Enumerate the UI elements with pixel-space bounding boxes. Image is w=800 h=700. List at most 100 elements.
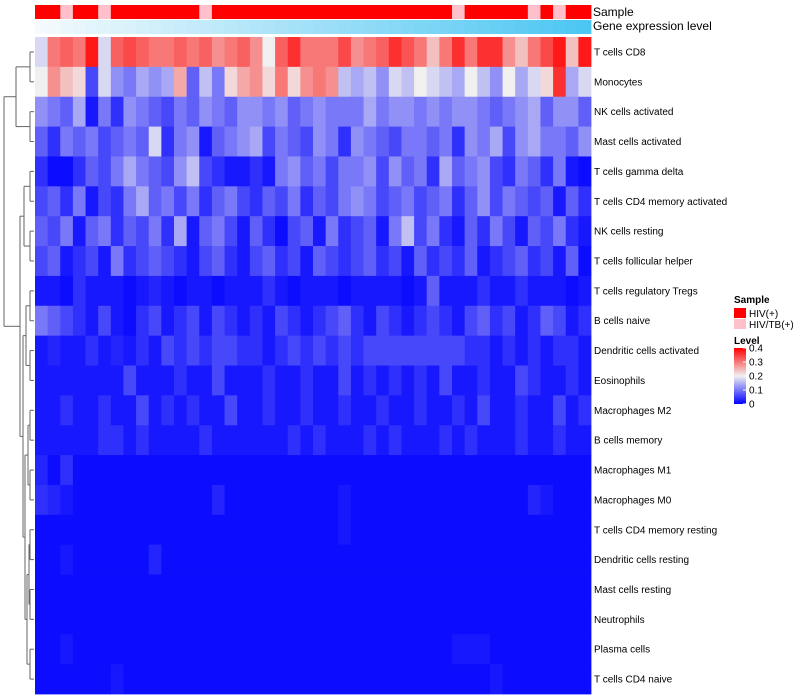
heatmap-cell bbox=[47, 156, 61, 187]
heatmap-cell bbox=[110, 365, 124, 396]
heatmap-cell bbox=[401, 634, 415, 665]
sample-annotation-cell bbox=[464, 5, 478, 19]
expression-annotation-cell bbox=[148, 20, 162, 34]
heatmap-cell bbox=[540, 604, 554, 635]
heatmap-cell bbox=[313, 425, 327, 456]
heatmap-cell bbox=[237, 395, 251, 426]
heatmap-cell bbox=[477, 186, 491, 217]
heatmap-cell bbox=[363, 335, 377, 366]
heatmap-cell bbox=[47, 37, 61, 68]
heatmap-cell bbox=[426, 66, 440, 98]
heatmap-cell bbox=[578, 275, 592, 307]
heatmap-cell bbox=[123, 604, 137, 635]
sample-annotation-cell bbox=[388, 5, 402, 19]
heatmap-cell bbox=[148, 305, 162, 337]
heatmap-cell bbox=[350, 425, 364, 456]
heatmap-cell bbox=[439, 514, 453, 546]
heatmap-cell bbox=[325, 96, 339, 127]
heatmap-cell bbox=[325, 126, 339, 157]
heatmap-cell bbox=[553, 484, 567, 516]
heatmap-cell bbox=[161, 395, 175, 426]
heatmap-cell bbox=[426, 37, 440, 68]
heatmap-cell bbox=[275, 365, 289, 396]
heatmap-cell bbox=[527, 664, 541, 695]
heatmap-cell bbox=[325, 634, 339, 665]
heatmap-cell bbox=[565, 126, 579, 157]
sample-annotation-cell bbox=[174, 5, 188, 19]
heatmap-cell bbox=[477, 634, 491, 665]
heatmap-cell bbox=[186, 275, 200, 307]
heatmap-cell bbox=[123, 186, 137, 217]
heatmap-cell bbox=[313, 634, 327, 665]
heatmap-cell bbox=[426, 126, 440, 157]
heatmap-cell bbox=[350, 275, 364, 307]
heatmap-cell bbox=[388, 484, 402, 516]
heatmap-cell bbox=[300, 634, 314, 665]
heatmap-cell bbox=[313, 37, 327, 68]
heatmap-cell bbox=[515, 634, 529, 665]
heatmap-cell bbox=[578, 574, 592, 605]
heatmap-cell bbox=[363, 395, 377, 426]
heatmap-cell bbox=[578, 96, 592, 127]
heatmap-cell bbox=[452, 604, 466, 635]
heatmap-cell bbox=[148, 395, 162, 426]
heatmap-cell bbox=[136, 604, 150, 635]
sample-annotation-cell bbox=[186, 5, 200, 19]
heatmap-cell bbox=[388, 216, 402, 247]
heatmap-cell bbox=[199, 186, 213, 217]
expression-annotation-cell bbox=[237, 20, 251, 34]
heatmap-cell bbox=[553, 425, 567, 456]
heatmap-cell bbox=[452, 37, 466, 68]
expression-annotation-cell bbox=[161, 20, 175, 34]
heatmap-cell bbox=[35, 275, 49, 307]
heatmap-cell bbox=[426, 156, 440, 187]
expression-annotation-cell bbox=[72, 20, 86, 34]
heatmap-cell bbox=[110, 514, 124, 546]
heatmap-cell bbox=[47, 186, 61, 217]
expression-annotation-cell bbox=[262, 20, 276, 34]
heatmap-cell bbox=[502, 335, 516, 366]
heatmap-cell bbox=[161, 186, 175, 217]
heatmap-cell bbox=[489, 484, 503, 516]
heatmap-cell bbox=[464, 365, 478, 396]
heatmap-cell bbox=[72, 425, 86, 456]
heatmap-cell bbox=[174, 425, 188, 456]
heatmap-cell bbox=[540, 634, 554, 665]
heatmap-cell bbox=[363, 484, 377, 516]
heatmap-cell bbox=[262, 365, 276, 396]
heatmap-cell bbox=[199, 425, 213, 456]
heatmap-cell bbox=[237, 365, 251, 396]
heatmap-cell bbox=[148, 335, 162, 366]
row-label: Dendritic cells resting bbox=[594, 555, 689, 566]
heatmap-cell bbox=[426, 365, 440, 396]
heatmap-cell bbox=[174, 96, 188, 127]
heatmap-cell bbox=[426, 514, 440, 546]
heatmap-cell bbox=[123, 156, 137, 187]
heatmap-cell bbox=[85, 156, 99, 187]
heatmap-cell bbox=[515, 664, 529, 695]
heatmap-cell bbox=[350, 365, 364, 396]
heatmap-cell bbox=[35, 574, 49, 605]
heatmap-cell bbox=[123, 574, 137, 605]
expression-annotation-cell bbox=[325, 20, 339, 34]
heatmap-cell bbox=[376, 216, 390, 247]
heatmap-cell bbox=[489, 66, 503, 98]
heatmap-cell bbox=[148, 604, 162, 635]
heatmap-cell bbox=[325, 514, 339, 546]
heatmap-cell bbox=[401, 455, 415, 486]
heatmap-cell bbox=[515, 574, 529, 605]
heatmap-cell bbox=[136, 634, 150, 665]
row-label: Eosinophils bbox=[594, 376, 645, 387]
heatmap-cell bbox=[414, 455, 428, 486]
heatmap-cell bbox=[275, 156, 289, 187]
heatmap-cell bbox=[363, 634, 377, 665]
heatmap-cell bbox=[565, 455, 579, 486]
heatmap-cell bbox=[224, 335, 238, 366]
row-label: Dendritic cells activated bbox=[594, 346, 699, 357]
heatmap-cell bbox=[47, 305, 61, 337]
heatmap-cell bbox=[388, 544, 402, 575]
heatmap-cell bbox=[275, 544, 289, 575]
heatmap-cell bbox=[527, 574, 541, 605]
heatmap-cell bbox=[313, 365, 327, 396]
heatmap-cell bbox=[489, 365, 503, 396]
